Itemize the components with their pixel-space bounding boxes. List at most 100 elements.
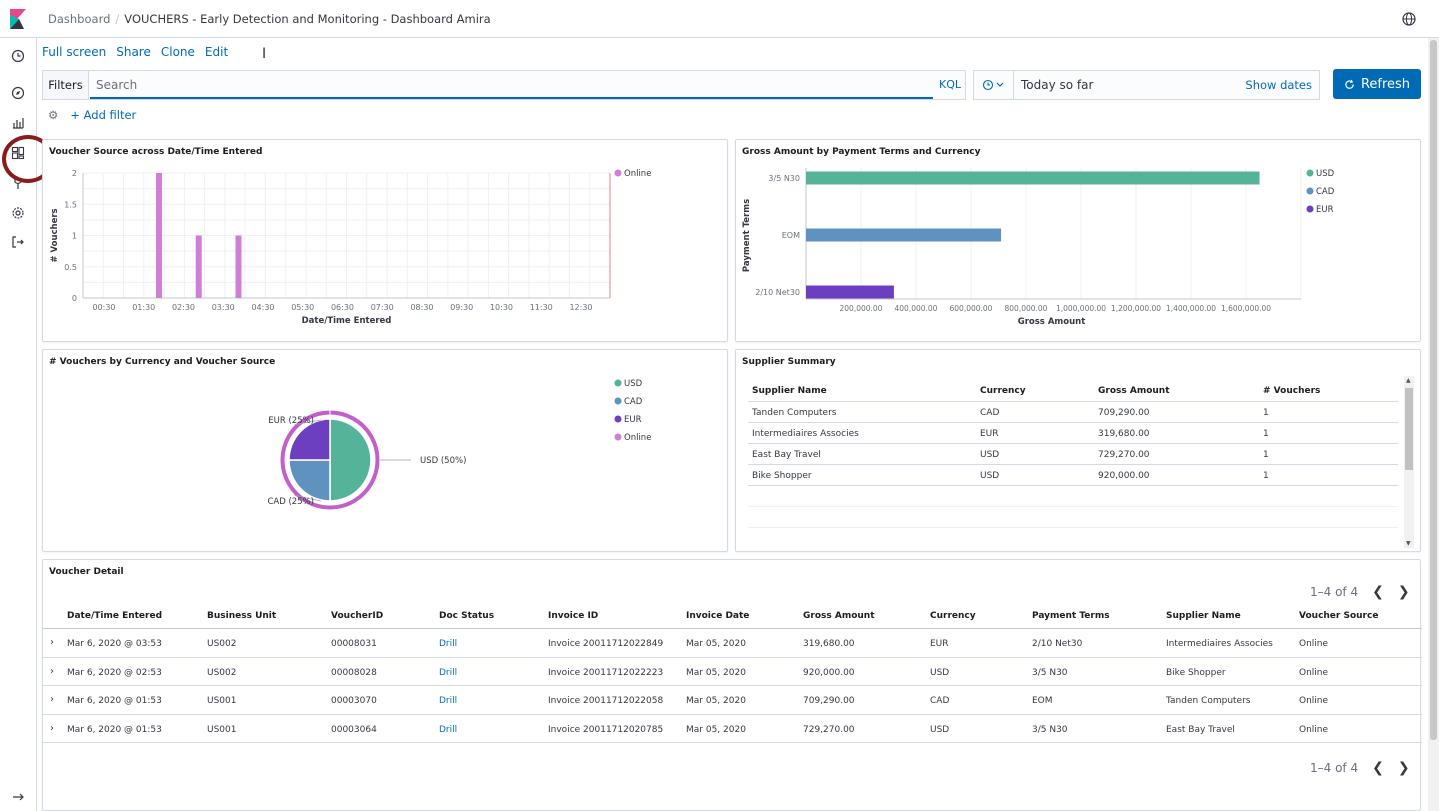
- voucher-id-cell: 00003070: [331, 696, 377, 706]
- payment-terms-cell: 3/5 N30: [1032, 724, 1068, 735]
- scroll-up-arrow-icon[interactable]: ▲: [1406, 377, 1411, 384]
- x-tick-label: 12:30: [569, 303, 592, 312]
- table-row: › Mar 6, 2020 @ 02:53 US002 00008028 Dri…: [43, 658, 1422, 686]
- refresh-label: Refresh: [1360, 76, 1411, 92]
- gross-amount-cell: 709,290.00: [1098, 408, 1150, 418]
- y-tick-label: 0: [72, 294, 77, 303]
- add-filter-link[interactable]: + Add filter: [70, 108, 137, 122]
- scrollbar-thumb[interactable]: [1405, 388, 1413, 470]
- x-tick-label: 200,000.00: [840, 304, 883, 313]
- pagination-top: 1–4 of 4 ❮ ❯: [1310, 584, 1410, 600]
- kibana-logo-icon[interactable]: [10, 9, 26, 29]
- vouchers-pie-chart: USD (50%) CAD (25%) EUR (25%) USD CAD EUR Onli…: [267, 379, 651, 511]
- doc-status-drill-link[interactable]: Drill: [439, 724, 458, 735]
- currency-cell: CAD: [980, 408, 1000, 418]
- business-unit-cell: US001: [207, 696, 237, 706]
- currency-cell: USD: [930, 724, 950, 735]
- table-row: Tanden Computers CAD 709,290.00 1: [748, 402, 1398, 423]
- vouchers-count-cell: 1: [1263, 450, 1269, 460]
- visualize-icon[interactable]: [9, 114, 27, 132]
- legend-dot-eur: [1306, 205, 1314, 213]
- column-header-supplier-name[interactable]: Supplier Name: [1166, 611, 1241, 621]
- side-navigation: [0, 38, 54, 811]
- breadcrumb-dashboard-link[interactable]: Dashboard: [48, 12, 111, 26]
- expand-row-chevron-icon[interactable]: ›: [50, 665, 54, 677]
- column-header-supplier-name[interactable]: Supplier Name: [752, 386, 827, 396]
- x-tick-label: 11:30: [530, 303, 553, 312]
- expand-arrow-icon[interactable]: [9, 788, 27, 806]
- column-header-doc-status[interactable]: Doc Status: [439, 611, 495, 621]
- column-header-payment-terms[interactable]: Payment Terms: [1032, 611, 1110, 621]
- compass-icon[interactable]: [9, 84, 27, 102]
- date-time-cell: Mar 6, 2020 @ 01:53: [67, 724, 162, 735]
- page-scrollbar[interactable]: [1428, 38, 1439, 811]
- filter-settings-gear-icon[interactable]: ⚙: [48, 108, 59, 122]
- column-header-vouchers[interactable]: # Vouchers: [1263, 386, 1321, 396]
- x-tick-label: 800,000.00: [1005, 304, 1048, 313]
- supplier-table-scrollbar[interactable]: ▲ ▼: [1404, 376, 1414, 548]
- scroll-down-arrow-icon[interactable]: ▼: [1406, 540, 1411, 547]
- doc-status-drill-link[interactable]: Drill: [439, 639, 458, 649]
- date-time-cell: Mar 6, 2020 @ 03:53: [67, 639, 162, 649]
- panel-title: Voucher Detail: [49, 567, 124, 577]
- column-header-gross-amount[interactable]: Gross Amount: [1098, 386, 1170, 396]
- detail-table-header: Date/Time Entered Business Unit VoucherI…: [43, 605, 1422, 629]
- currency-cell: EUR: [930, 639, 949, 649]
- x-tick-label: 1,400,000.00: [1166, 304, 1216, 313]
- bar-online: [155, 173, 162, 298]
- doc-status-drill-link[interactable]: Drill: [439, 696, 458, 706]
- expand-row-chevron-icon[interactable]: ›: [50, 722, 54, 734]
- legend-dot-usd: [1306, 169, 1314, 177]
- doc-status-drill-link[interactable]: Drill: [439, 667, 458, 678]
- supplier-table-header: Supplier Name Currency Gross Amount # Vo…: [748, 380, 1398, 402]
- edit-link[interactable]: Edit: [204, 45, 229, 59]
- gross-amount-panel: Gross Amount by Payment Terms and Curren…: [735, 139, 1421, 342]
- legend-dot-cad: [1306, 187, 1314, 195]
- column-header-date-time[interactable]: Date/Time Entered: [67, 611, 163, 621]
- show-dates-link[interactable]: Show dates: [1245, 78, 1312, 92]
- legend-dot-online: [614, 169, 622, 177]
- previous-page-chevron-icon[interactable]: ❮: [1372, 584, 1384, 600]
- invoice-id-cell: Invoice 20011712022849: [548, 639, 664, 649]
- column-header-voucher-id[interactable]: VoucherID: [331, 611, 384, 621]
- search-input[interactable]: [96, 73, 926, 97]
- legend-label-eur: EUR: [1316, 205, 1334, 215]
- date-range-value[interactable]: Today so far: [1021, 78, 1094, 92]
- legend-dot-cad: [614, 397, 622, 405]
- refresh-button[interactable]: Refresh: [1333, 69, 1421, 99]
- legend-dot-usd: [614, 379, 622, 387]
- clock-icon[interactable]: [9, 47, 27, 65]
- supplier-name-cell: Tanden Computers: [1166, 696, 1251, 706]
- empty-row: [748, 507, 1398, 528]
- column-header-voucher-source[interactable]: Voucher Source: [1299, 611, 1379, 621]
- page-scrollbar-thumb[interactable]: [1430, 40, 1437, 740]
- bar-online: [195, 235, 202, 298]
- x-tick-label: 00:30: [92, 303, 115, 312]
- next-page-chevron-icon[interactable]: ❯: [1397, 760, 1410, 776]
- date-quick-menu-button[interactable]: [974, 71, 1014, 99]
- column-header-gross-amount[interactable]: Gross Amount: [803, 611, 875, 621]
- column-header-invoice-id[interactable]: Invoice ID: [548, 611, 599, 621]
- business-unit-cell: US001: [207, 724, 237, 735]
- column-header-currency[interactable]: Currency: [930, 611, 976, 621]
- logout-icon[interactable]: [9, 233, 27, 251]
- kql-button[interactable]: KQL: [939, 78, 961, 91]
- help-globe-icon[interactable]: [1399, 9, 1419, 29]
- query-bar: Filters KQL: [42, 70, 966, 100]
- column-header-invoice-date[interactable]: Invoice Date: [686, 611, 750, 621]
- vouchers-count-cell: 1: [1263, 471, 1269, 481]
- legend-label-cad: CAD: [1316, 187, 1335, 197]
- expand-row-chevron-icon[interactable]: ›: [50, 694, 54, 705]
- supplier-name-cell: Bike Shopper: [752, 471, 812, 481]
- clone-link[interactable]: Clone: [160, 45, 195, 59]
- column-header-business-unit[interactable]: Business Unit: [207, 611, 277, 621]
- next-page-chevron-icon[interactable]: ❯: [1397, 584, 1410, 600]
- management-icon[interactable]: [9, 204, 27, 222]
- previous-page-chevron-icon[interactable]: ❮: [1372, 760, 1384, 776]
- expand-row-chevron-icon[interactable]: ›: [50, 637, 54, 648]
- column-header-currency[interactable]: Currency: [980, 386, 1026, 396]
- full-screen-link[interactable]: Full screen: [42, 45, 107, 59]
- table-row: Intermediaires Associes EUR 319,680.00 1: [748, 423, 1398, 444]
- share-link[interactable]: Share: [116, 45, 151, 59]
- text-cursor-icon: I: [262, 46, 267, 62]
